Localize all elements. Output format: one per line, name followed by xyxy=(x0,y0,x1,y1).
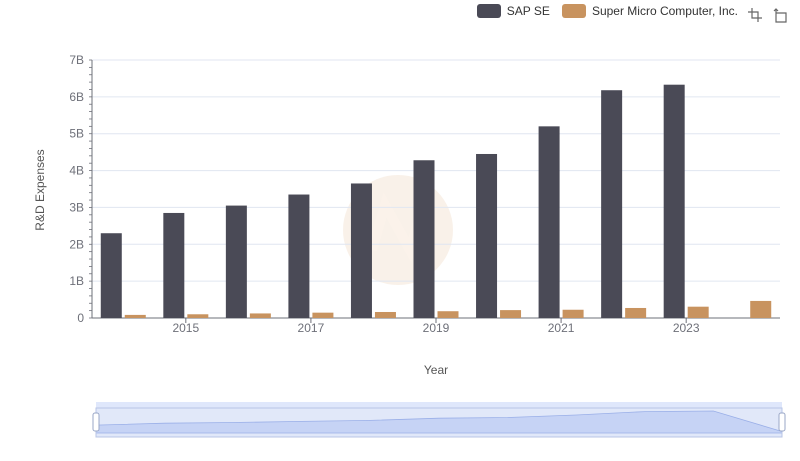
y-tick-label: 6B xyxy=(69,90,84,104)
legend-swatch-supermicro xyxy=(561,4,586,18)
data-zoom-handle-right[interactable] xyxy=(778,412,786,432)
y-tick-label: 5B xyxy=(69,127,84,141)
bar-sap-2022[interactable] xyxy=(601,90,623,318)
x-axis-title: Year xyxy=(424,363,448,377)
zoom-restore-icon[interactable] xyxy=(772,6,790,24)
bar-supermicro-2021[interactable] xyxy=(562,309,584,318)
bar-series xyxy=(100,84,772,319)
x-tick-label: 2019 xyxy=(423,321,450,335)
legend-item-supermicro[interactable]: Super Micro Computer, Inc. xyxy=(561,4,738,18)
bar-supermicro-2024[interactable] xyxy=(750,300,772,318)
y-axis: 0 1B 2B 3B 4B 5B 6B 7B xyxy=(69,53,93,325)
data-zoom-top-bar[interactable] xyxy=(96,402,782,408)
bar-supermicro-2022[interactable] xyxy=(625,307,647,318)
bar-supermicro-2018[interactable] xyxy=(374,311,396,318)
legend-label-supermicro: Super Micro Computer, Inc. xyxy=(591,4,738,18)
bar-supermicro-2019[interactable] xyxy=(437,311,459,318)
bar-supermicro-2014[interactable] xyxy=(124,314,146,318)
y-axis-title: R&D Expenses xyxy=(33,149,47,230)
legend-label-sap: SAP SE xyxy=(506,4,550,18)
bar-sap-2017[interactable] xyxy=(288,194,310,318)
data-zoom-selection[interactable] xyxy=(95,407,783,438)
bar-sap-2021[interactable] xyxy=(538,126,560,318)
x-tick-label: 2023 xyxy=(673,321,700,335)
bar-sap-2018[interactable] xyxy=(350,183,372,318)
legend-swatch-sap xyxy=(476,4,501,18)
bar-sap-2016[interactable] xyxy=(225,205,247,318)
bar-sap-2014[interactable] xyxy=(100,233,122,318)
x-tick-label: 2021 xyxy=(548,321,575,335)
y-tick-label: 4B xyxy=(69,164,84,178)
bar-supermicro-2016[interactable] xyxy=(249,313,271,318)
bar-supermicro-2017[interactable] xyxy=(312,312,334,318)
bar-supermicro-2023[interactable] xyxy=(687,306,709,318)
bar-supermicro-2020[interactable] xyxy=(500,310,522,318)
bar-sap-2023[interactable] xyxy=(663,84,685,319)
y-tick-label: 3B xyxy=(69,200,84,214)
chart-legend: SAP SE Super Micro Computer, Inc. xyxy=(476,4,738,18)
data-zoom-handle-left[interactable] xyxy=(92,412,100,432)
data-zoom-slider[interactable] xyxy=(92,402,786,438)
y-tick-label: 2B xyxy=(69,237,84,251)
zoom-select-icon[interactable] xyxy=(746,6,764,24)
y-tick-label: 1B xyxy=(69,274,84,288)
bar-sap-2020[interactable] xyxy=(476,153,498,318)
legend-item-sap[interactable]: SAP SE xyxy=(476,4,550,18)
x-axis: 2015 2017 2019 2021 2023 xyxy=(92,317,780,335)
data-zoom-preview-area xyxy=(95,410,783,434)
x-tick-label: 2015 xyxy=(172,321,199,335)
bar-supermicro-2015[interactable] xyxy=(187,314,209,318)
y-tick-label: 7B xyxy=(69,53,84,67)
bar-sap-2019[interactable] xyxy=(413,160,435,318)
x-tick-label: 2017 xyxy=(298,321,325,335)
chart-toolbox xyxy=(746,6,790,24)
bar-sap-2015[interactable] xyxy=(163,212,185,318)
y-tick-label: 0 xyxy=(77,311,84,325)
